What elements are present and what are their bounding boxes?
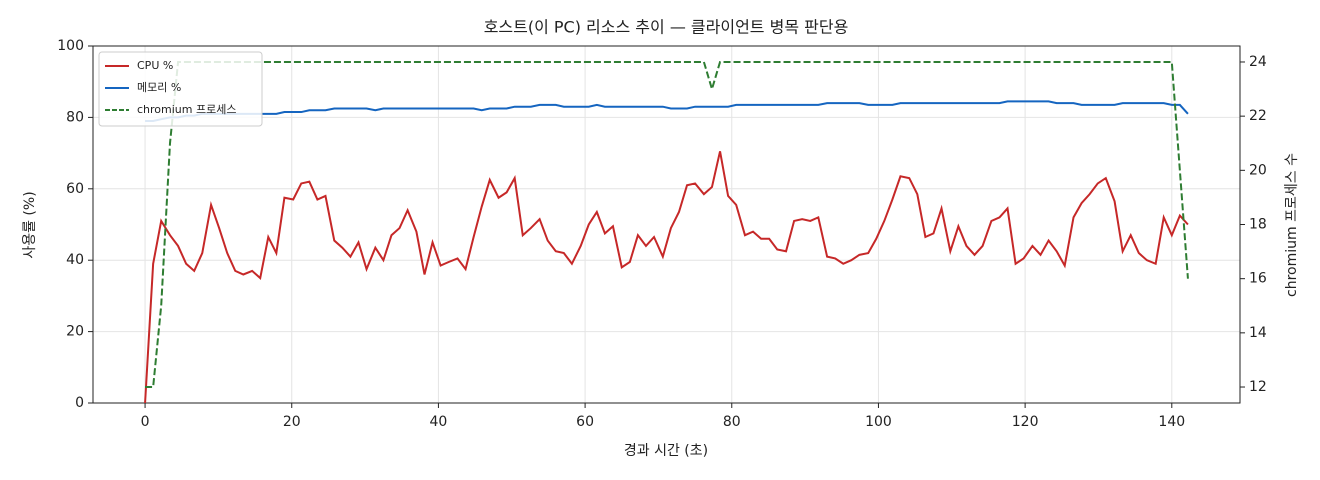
x-tick-label: 80 bbox=[723, 414, 741, 430]
y2-axis-label: chromium 프로세스 수 bbox=[1284, 153, 1300, 297]
x-tick-label: 40 bbox=[430, 414, 448, 430]
y-tick-label: 80 bbox=[66, 109, 84, 125]
legend-box bbox=[98, 51, 263, 127]
x-axis-label: 경과 시간 (초) bbox=[624, 443, 708, 459]
series-line bbox=[145, 100, 1189, 122]
y2-tick-label: 12 bbox=[1249, 379, 1267, 395]
y-tick-label: 100 bbox=[57, 38, 84, 54]
y-axis-label: 사용률 (%) bbox=[22, 191, 38, 258]
chart-title: 호스트(이 PC) 리소스 추이 — 클라이언트 병목 판단용 bbox=[484, 18, 849, 37]
series-line bbox=[144, 151, 1189, 404]
x-tick-label: 60 bbox=[576, 414, 594, 430]
y2-tick-label: 24 bbox=[1249, 54, 1267, 70]
y-tick-label: 60 bbox=[66, 181, 84, 197]
y-tick-label: 40 bbox=[66, 252, 84, 268]
plot-frame bbox=[92, 45, 1241, 404]
y2-tick-label: 22 bbox=[1249, 108, 1267, 124]
legend-label: 메모리 % bbox=[137, 81, 181, 94]
x-tick-label: 120 bbox=[1012, 414, 1039, 430]
x-tick-label: 0 bbox=[141, 414, 150, 430]
x-tick-label: 100 bbox=[865, 414, 892, 430]
legend: CPU % 메모리 % chromium 프로세스 bbox=[98, 51, 263, 127]
x-tick-label: 20 bbox=[283, 414, 301, 430]
y-tick-label: 20 bbox=[66, 324, 84, 340]
x-tick-label: 140 bbox=[1158, 414, 1185, 430]
y2-tick-label: 16 bbox=[1249, 271, 1267, 287]
legend-label: chromium 프로세스 bbox=[137, 103, 236, 116]
y2-tick-label: 20 bbox=[1249, 162, 1267, 178]
y-tick-label: 0 bbox=[75, 395, 84, 411]
series-line bbox=[145, 60, 1189, 389]
y2-tick-label: 18 bbox=[1249, 217, 1267, 233]
y2-tick-label: 14 bbox=[1249, 325, 1267, 341]
legend-label: CPU % bbox=[137, 59, 173, 72]
